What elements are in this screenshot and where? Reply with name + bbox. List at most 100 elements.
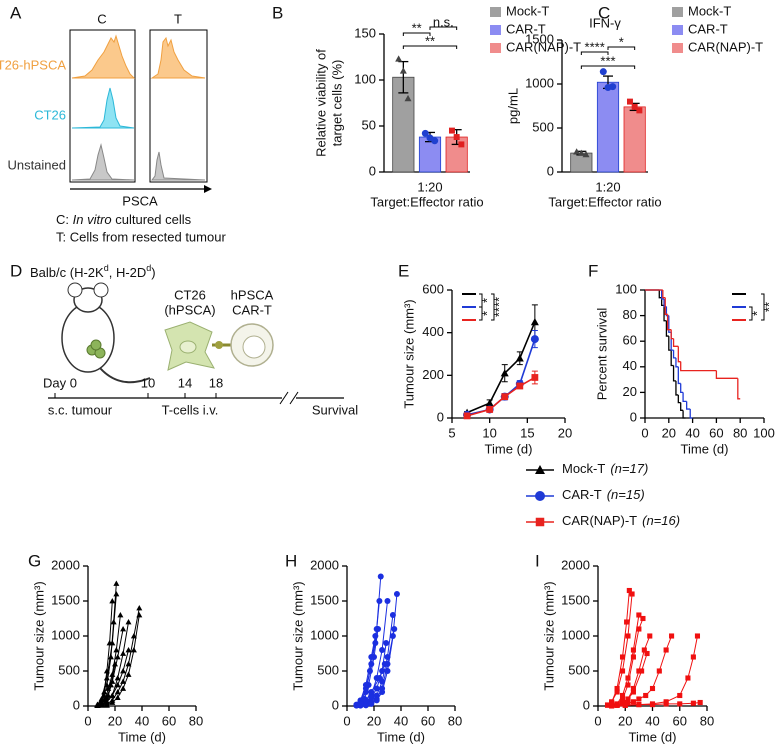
marker xyxy=(636,696,642,702)
marker xyxy=(113,591,120,597)
marker xyxy=(625,682,631,688)
marker xyxy=(694,633,701,639)
y-axis-label: Tumour size (mm³) xyxy=(31,581,46,690)
y-tick-label: 0 xyxy=(437,409,444,424)
marker xyxy=(630,647,636,653)
row-label: CT26-hPSCA xyxy=(0,57,66,72)
x-tick-label: 40 xyxy=(135,713,149,728)
axis-label: PSCA xyxy=(122,193,158,208)
y-tick-label: 1500 xyxy=(561,592,590,607)
marker xyxy=(114,675,121,681)
y-tick-label: 80 xyxy=(623,307,637,322)
tumour xyxy=(90,339,102,351)
y-tick-label: 40 xyxy=(623,358,637,373)
flow-histograms xyxy=(69,29,212,193)
x-tick-label: 80 xyxy=(700,713,714,728)
significance-bracket xyxy=(479,306,483,321)
axis-break xyxy=(279,391,289,405)
effector-label: CAR-T xyxy=(232,302,272,317)
significance-bracket xyxy=(580,65,636,69)
marker xyxy=(535,517,545,527)
y-tick-label: 2000 xyxy=(51,557,80,572)
marker xyxy=(393,591,400,597)
survival-step xyxy=(686,401,691,410)
marker xyxy=(609,699,615,705)
marker xyxy=(391,626,398,632)
y-tick-label: 200 xyxy=(422,367,444,382)
marker xyxy=(120,685,127,691)
marker xyxy=(619,654,626,660)
legend-swatch xyxy=(490,25,501,35)
survival-step xyxy=(689,409,693,419)
legend-name: CAR-T xyxy=(562,487,602,502)
marker xyxy=(399,67,407,74)
marker xyxy=(643,692,649,699)
survival-step xyxy=(680,402,684,411)
x-axis-label: Time (d) xyxy=(118,729,166,744)
x-axis-label: Time (d) xyxy=(377,729,425,744)
marker xyxy=(117,612,124,618)
survival-step xyxy=(668,336,672,351)
survival-step xyxy=(682,392,687,403)
marker xyxy=(677,692,683,699)
x-axis-label: Time (d) xyxy=(629,729,677,744)
marker xyxy=(376,675,383,681)
timeline-label: 18 xyxy=(209,375,223,390)
marker xyxy=(368,654,375,660)
marker xyxy=(625,700,631,706)
marker xyxy=(98,696,105,702)
y-tick-label: 50 xyxy=(362,117,376,132)
panel-label: H xyxy=(285,551,297,570)
marker xyxy=(125,671,132,677)
legend-swatch xyxy=(672,25,683,35)
marker xyxy=(530,335,539,344)
x-tick-label: 10 xyxy=(482,425,496,440)
y-axis-label: Percent survival xyxy=(594,308,609,401)
marker xyxy=(109,699,116,705)
timeline-label: Day 0 xyxy=(43,375,77,390)
marker xyxy=(669,633,675,639)
panel-label: A xyxy=(10,3,22,22)
host-part: , H-2D xyxy=(109,265,147,280)
survival-step xyxy=(661,290,665,300)
phase-label: T-cells i.v. xyxy=(162,402,219,417)
marker xyxy=(107,654,114,660)
x-tick-label: 100 xyxy=(753,425,775,440)
mouse-ear xyxy=(67,282,83,298)
marker xyxy=(599,68,607,76)
marker xyxy=(625,633,631,639)
marker xyxy=(630,654,636,660)
marker xyxy=(577,149,585,156)
marker xyxy=(120,650,127,656)
marker xyxy=(383,640,390,646)
x-tick-label: 80 xyxy=(733,425,747,440)
significance-label: ** xyxy=(761,302,776,312)
y-tick-label: 1000 xyxy=(525,75,554,90)
survival-step xyxy=(672,338,679,347)
y-tick-label: 0 xyxy=(73,697,80,712)
marker xyxy=(663,647,669,653)
significance-label: **** xyxy=(491,297,506,317)
y-tick-label: 0 xyxy=(547,163,554,178)
host-label: Balb/c (H-2Kd, H-2Dd) xyxy=(30,263,156,280)
x-tick-label: 60 xyxy=(421,713,435,728)
antigen xyxy=(215,341,223,349)
legend-swatch xyxy=(490,7,501,17)
marker xyxy=(582,150,590,158)
series-line xyxy=(607,593,633,706)
marker xyxy=(362,682,369,688)
legend-label: Mock-T xyxy=(506,3,549,18)
marker xyxy=(362,702,369,709)
target-label: (hPSCA) xyxy=(164,302,215,317)
survival-step xyxy=(677,346,681,363)
y-tick-label: 60 xyxy=(623,333,637,348)
marker xyxy=(501,393,509,401)
survival-step xyxy=(666,314,672,331)
marker xyxy=(448,127,455,134)
y-tick-label: 500 xyxy=(532,119,554,134)
x-axis-label: Time (d) xyxy=(681,441,729,456)
y-axis-label: target cells (%) xyxy=(329,60,344,147)
marker xyxy=(485,399,494,407)
marker xyxy=(649,685,656,692)
y-tick-label: 0 xyxy=(369,163,376,178)
